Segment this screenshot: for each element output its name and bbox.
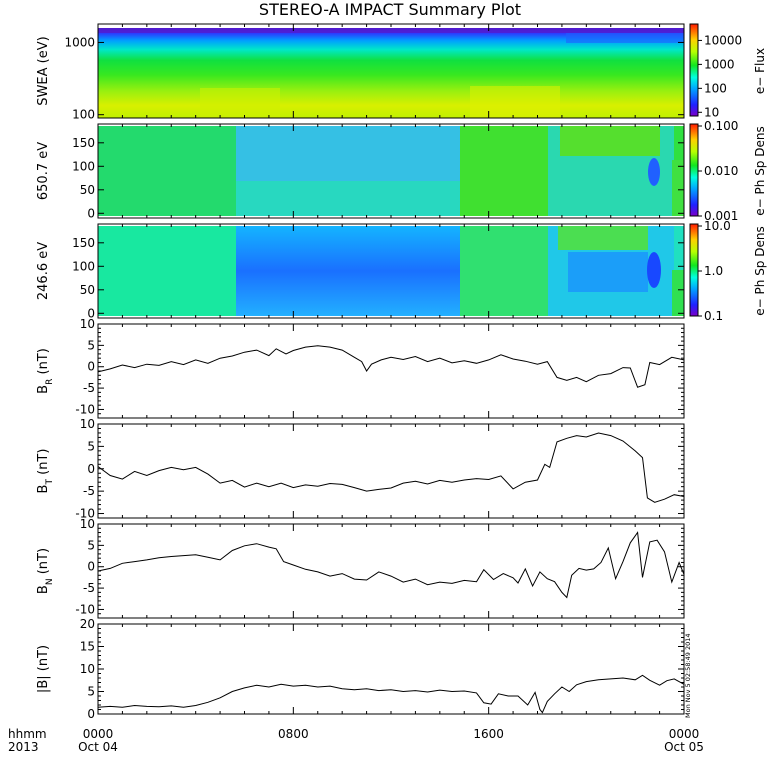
bt-ytick-label: 0	[87, 462, 95, 476]
x-tick-date: Oct 05	[664, 740, 704, 754]
pad650-ylabel: 650.7 eV	[36, 142, 51, 200]
pad-246-spectrogram	[98, 226, 684, 316]
pad-650-spectrogram	[98, 126, 684, 216]
plot-title: STEREO-A IMPACT Summary Plot	[258, 0, 522, 19]
x-tick-label: 0800	[278, 727, 309, 741]
swea-cbar-title: e− Flux	[753, 48, 767, 94]
timestamp-stamp: Mon Nov 5 02:58:49 2014	[684, 633, 692, 718]
pad246-ytick-label: 100	[72, 259, 95, 273]
br-ytick-label: -5	[83, 381, 95, 395]
pad650-cbar-label: 0.001	[704, 209, 738, 223]
bt-ylabel: BT (nT)	[36, 449, 55, 494]
bt-frame	[97, 423, 685, 519]
br-ytick-label: 5	[87, 338, 95, 352]
bn-ytick-label: -5	[83, 581, 95, 595]
bmag-ytick-label: 20	[80, 617, 95, 631]
bn-frame	[97, 523, 685, 619]
panel-bn: -10 -5 0 5 10 BN (nT)	[36, 517, 685, 619]
swea-ytick-label: 100	[72, 108, 95, 122]
x-label-hhmm: hhmm	[8, 727, 47, 741]
swea-cbar-label: 10	[704, 105, 719, 119]
bmag-ytick-label: 5	[87, 685, 95, 699]
pad246-ytick-label: 0	[87, 306, 95, 320]
colorbars	[689, 23, 699, 317]
bmag-ylabel: |B| (nT)	[36, 645, 51, 693]
bmag-ytick-label: 15	[80, 640, 95, 654]
br-frame	[97, 323, 685, 419]
swea-spectrogram	[98, 28, 684, 118]
br-series-line	[97, 345, 685, 388]
br-ytick-label: -10	[75, 402, 95, 416]
pad246-cbar-title: e− Ph Sp Dens	[753, 226, 767, 315]
pad246-cbar-label: 0.1	[704, 309, 723, 323]
bt-ytick-label: 10	[80, 417, 95, 431]
panel-br: -10 -5 0 5 10 BR (nT)	[36, 317, 685, 419]
pad246-cbar-label: 10.0	[704, 219, 731, 233]
br-ytick-label: 0	[87, 360, 95, 374]
panel-swea: 100 1000 SWEA (eV) 10 100 1000 10000 e− Flux	[36, 23, 767, 122]
pad650-ytick-label: 100	[72, 159, 95, 173]
swea-cbar-label: 1000	[704, 57, 735, 71]
bt-series-line	[97, 432, 685, 503]
swea-cbar-label: 10000	[704, 33, 742, 47]
x-label-year: 2013	[8, 740, 39, 754]
br-ytick-label: 10	[80, 317, 95, 331]
bn-ytick-label: 5	[87, 538, 95, 552]
bn-series-line	[97, 531, 685, 599]
bt-ytick-label: -10	[75, 507, 95, 521]
panel-bmag: 0 5 10 15 20 |B| (nT)	[36, 617, 685, 721]
panel-pad246: 0 50 100 150 246.6 eV 0.1 1.0 10.0 e− Ph Sp Dens	[36, 219, 767, 323]
pad650-ytick-label: 50	[80, 183, 95, 197]
pad650-cbar-label: 0.010	[704, 164, 738, 178]
bmag-series-line	[97, 674, 685, 714]
bn-ytick-label: 0	[87, 560, 95, 574]
pad650-cbar-label: 0.100	[704, 119, 738, 133]
bmag-frame	[97, 623, 685, 715]
pad246-ytick-label: 50	[80, 283, 95, 297]
x-tick-date: Oct 04	[78, 740, 118, 754]
swea-ytick-label: 1000	[64, 35, 95, 49]
pad650-ytick-label: 0	[87, 206, 95, 220]
x-tick-label: 1600	[473, 727, 504, 741]
pad246-ylabel: 246.6 eV	[36, 242, 51, 300]
x-tick-label: 0000	[83, 727, 114, 741]
br-ylabel: BR (nT)	[36, 348, 55, 394]
x-tick-label: 0000	[669, 727, 700, 741]
pad650-cbar-title: e− Ph Sp Dens	[753, 126, 767, 215]
swea-cbar-label: 100	[704, 81, 727, 95]
bmag-ytick-label: 0	[87, 707, 95, 721]
panel-pad650: 0 50 100 150 650.7 eV 0.001 0.010 0.100 e− Ph Sp…	[36, 119, 767, 223]
panel-bt: -10 -5 0 5 10 BT (nT)	[36, 417, 685, 521]
bmag-ytick-label: 10	[80, 662, 95, 676]
bt-ytick-label: 5	[87, 439, 95, 453]
bn-ytick-label: -10	[75, 602, 95, 616]
bn-ytick-label: 10	[80, 517, 95, 531]
swea-ylabel: SWEA (eV)	[36, 36, 51, 105]
bn-ylabel: BN (nT)	[36, 548, 55, 594]
pad650-ytick-label: 150	[72, 136, 95, 150]
bt-ytick-label: -5	[83, 484, 95, 498]
pad246-ytick-label: 150	[72, 236, 95, 250]
pad246-cbar-label: 1.0	[704, 264, 723, 278]
